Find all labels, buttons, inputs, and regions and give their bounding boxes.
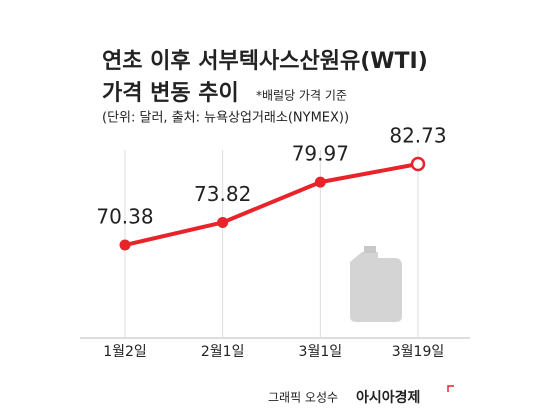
point — [217, 216, 229, 228]
brand-mark — [447, 385, 454, 392]
credit: 그래픽 오성수 — [268, 391, 338, 405]
x-tick-label: 3월19일 — [392, 344, 444, 360]
chart-title: 연초 이후 서부텍사스산원유(WTI) — [102, 49, 428, 74]
value-label: 73.82 — [194, 182, 251, 206]
x-tick-label: 3월1일 — [299, 344, 343, 360]
brand: 아시아경제 — [356, 389, 420, 406]
x-tick-label: 1월2일 — [103, 344, 147, 360]
jerry-can-icon — [350, 246, 402, 322]
x-tick-label: 2월1일 — [201, 344, 245, 360]
line — [124, 162, 419, 247]
value-label: 70.38 — [96, 205, 153, 229]
unit-note: (단위: 달러, 출처: 뉴욕상업거래소(NYMEX)) — [102, 111, 349, 126]
point — [314, 176, 326, 188]
point — [119, 239, 131, 251]
note: *배럴당 가격 기준 — [256, 89, 347, 103]
value-label: 82.73 — [389, 124, 446, 148]
value-label: 79.97 — [292, 142, 349, 166]
chart-subtitle: 가격 변동 추이 — [102, 81, 239, 106]
point — [410, 156, 426, 172]
